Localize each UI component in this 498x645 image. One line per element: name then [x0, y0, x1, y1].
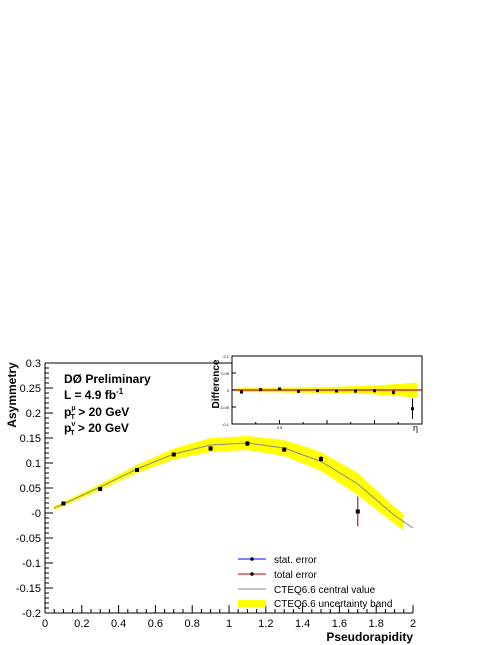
inset-point-marker [354, 389, 357, 393]
y-tick-label: -0.05 [16, 533, 41, 545]
y-tick-label: 0.15 [20, 433, 41, 445]
inset-point-marker [316, 389, 319, 393]
legend-item-total-error: total error [238, 570, 317, 581]
inset-point-marker [278, 387, 281, 391]
point-marker [98, 487, 103, 491]
x-tick-label: 0.6 [148, 618, 163, 630]
uncertainty-band [54, 436, 404, 531]
inset-point-marker [259, 388, 262, 392]
inset-point-marker [411, 407, 414, 411]
inset-y-tick-label: 0.05 [221, 371, 230, 376]
inset-point-marker [297, 389, 300, 393]
data-point [98, 487, 103, 491]
y-tick-label: 0.3 [26, 358, 41, 370]
y-tick-label: -0.1 [22, 558, 41, 570]
difference-inset: -0.1 -0.05 0 0.05 0.1 0.5 Difference η [211, 354, 423, 433]
data-point [135, 468, 139, 472]
point-marker [135, 468, 139, 472]
point-marker [171, 452, 176, 457]
data-point [61, 501, 66, 506]
inset-point-marker [335, 389, 338, 393]
chart-annotation-cut-muon: pμ T > 20 GeV [64, 405, 129, 421]
inset-point-marker [373, 389, 376, 393]
legend-item-uncertainty-band: CTEQ6.6 uncertainty band [238, 599, 392, 610]
inset-data-point [335, 389, 338, 393]
chart-annotation-lumi: L = 4.9 fb-1 [64, 387, 124, 402]
x-tick-label: 2 [410, 618, 416, 630]
inset-axes: -0.1 -0.05 0 0.05 0.1 0.5 [220, 354, 422, 430]
inset-y-tick-label: 0.1 [223, 354, 229, 359]
data-point [245, 441, 250, 446]
point-marker [208, 446, 213, 451]
data-point [319, 456, 323, 462]
inset-points-layer [240, 387, 414, 419]
x-tick-label: 1.2 [258, 618, 273, 630]
legend-label-total-error: total error [274, 570, 317, 581]
point-marker [245, 441, 250, 446]
data-points-layer [61, 441, 360, 527]
legend-item-stat-error: stat. error [238, 555, 317, 566]
inset-data-point [278, 387, 281, 391]
legend-label-central-value: CTEQ6.6 central value [274, 585, 376, 596]
inset-y-tick-label: -0.1 [222, 422, 230, 427]
y-tick-label: 0.25 [20, 383, 41, 395]
y-tick-label: -0.15 [16, 583, 41, 595]
point-marker [319, 457, 323, 461]
main-axes: -0.2 -0.15 -0.1 -0.05 -0 0.05 0.1 0.15 0.2 0.25 0.… [16, 358, 416, 630]
inset-point-marker [392, 390, 395, 394]
chart-annotation-cut-nu: pν T > 20 GeV [64, 421, 129, 437]
legend-label-stat-error: stat. error [274, 555, 317, 566]
legend-item-central-value: CTEQ6.6 central value [238, 585, 376, 596]
inset-data-point [259, 388, 262, 392]
x-tick-label: 1.4 [295, 618, 310, 630]
x-tick-label: 0.2 [74, 618, 89, 630]
inset-data-point [316, 389, 319, 393]
inset-data-point [411, 398, 414, 419]
data-point [355, 496, 360, 527]
y-tick-label: 0.2 [26, 408, 41, 420]
y-axis-title: Asymmetry [5, 362, 19, 428]
y-tick-label: 0.05 [20, 483, 41, 495]
x-tick-label: 0.8 [185, 618, 200, 630]
legend: stat. error total error CTEQ6.6 central … [238, 555, 392, 610]
inset-x-tick-label: 0.5 [277, 425, 283, 430]
chart-annotation-title: DØ Preliminary [64, 372, 151, 386]
x-axis-title: Pseudorapidity [326, 630, 413, 644]
data-point [208, 446, 213, 451]
x-tick-label: 1 [226, 618, 232, 630]
point-marker [61, 501, 66, 506]
inset-y-axis-title: Difference [211, 359, 222, 408]
x-tick-label: 0 [42, 618, 48, 630]
data-point [282, 447, 287, 452]
point-marker [282, 447, 287, 452]
y-tick-label: -0.2 [22, 608, 41, 620]
central-value-layer [54, 442, 414, 529]
x-tick-label: 1.8 [369, 618, 384, 630]
y-tick-label: -0 [31, 508, 41, 520]
uncertainty-band-layer [54, 436, 404, 531]
inset-data-point [297, 389, 300, 393]
legend-label-uncertainty-band: CTEQ6.6 uncertainty band [274, 599, 392, 610]
x-tick-label: 0.4 [111, 618, 126, 630]
inset-data-point [354, 389, 357, 393]
inset-y-tick-label: 0 [227, 388, 230, 393]
data-point [171, 452, 176, 457]
point-marker [355, 509, 360, 514]
inset-x-axis-title: η [413, 423, 418, 433]
y-tick-label: 0.1 [26, 458, 41, 470]
inset-point-marker [240, 390, 243, 394]
inset-data-point [240, 390, 243, 394]
inset-y-tick-label: -0.05 [220, 405, 230, 410]
x-tick-label: 1.6 [332, 618, 347, 630]
inset-data-point [373, 388, 376, 393]
inset-data-point [392, 390, 395, 395]
central-value-curve [54, 442, 414, 529]
